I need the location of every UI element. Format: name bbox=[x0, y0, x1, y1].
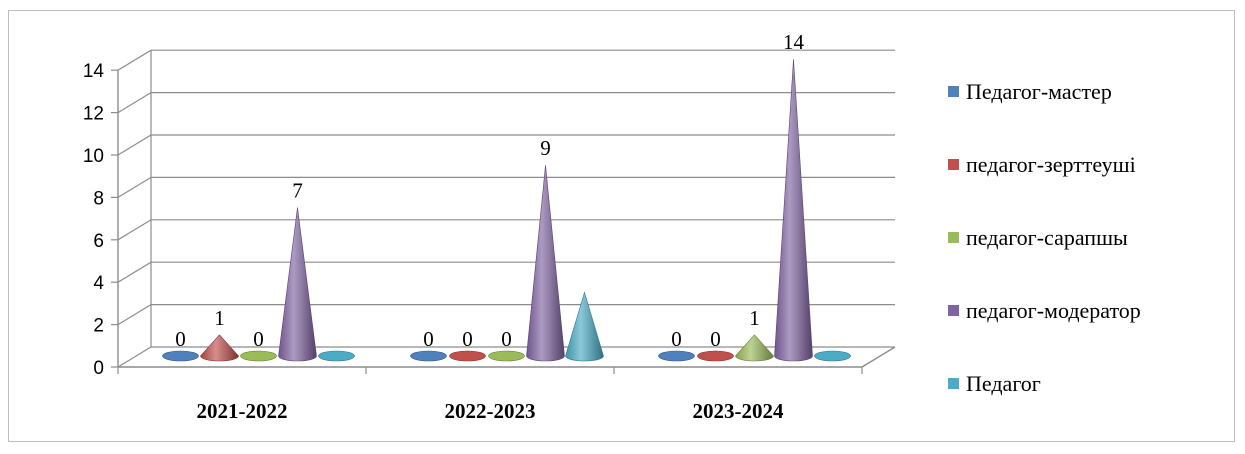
cone-1-cat-3 bbox=[658, 350, 695, 362]
gridline bbox=[117, 176, 895, 198]
category-label: 2023-2024 bbox=[693, 399, 784, 423]
gridline bbox=[117, 49, 895, 71]
legend-label: Педагог bbox=[966, 371, 1041, 396]
y-tick-label: 2 bbox=[93, 316, 104, 337]
cones bbox=[162, 59, 851, 362]
data-label: 0 bbox=[253, 327, 264, 351]
data-label: 9 bbox=[540, 136, 551, 160]
cone-2-cat-3 bbox=[697, 350, 734, 362]
legend-label: педагог-сарапшы bbox=[966, 225, 1128, 250]
data-label: 0 bbox=[462, 327, 473, 351]
y-tick-label: 8 bbox=[93, 188, 104, 209]
legend-item: педагог-сарапшы bbox=[948, 225, 1128, 250]
data-label: 14 bbox=[783, 30, 805, 54]
cone-4-cat-2 bbox=[526, 165, 565, 362]
axes bbox=[111, 50, 896, 374]
cone-3-cat-3 bbox=[735, 334, 774, 362]
legend-swatch bbox=[948, 232, 959, 243]
category-label: 2022-2023 bbox=[445, 399, 536, 423]
legend-item: Педагог-мастер bbox=[948, 79, 1112, 104]
y-tick-label: 10 bbox=[83, 146, 104, 167]
legend-item: педагог-зерттеуші bbox=[948, 152, 1136, 177]
cone-1-cat-1 bbox=[162, 350, 199, 362]
legend-swatch bbox=[948, 378, 959, 389]
data-label: 0 bbox=[671, 327, 682, 351]
legend-swatch bbox=[948, 159, 959, 170]
cone-3-cat-2 bbox=[488, 350, 525, 362]
legend-label: педагог-зерттеуші bbox=[966, 152, 1136, 177]
data-label: 0 bbox=[175, 327, 186, 351]
legend-swatch bbox=[948, 305, 959, 316]
legend-item: педагог-модератор bbox=[948, 298, 1141, 323]
cone-4-cat-3 bbox=[774, 59, 813, 362]
gridline bbox=[117, 261, 895, 283]
legend-label: Педагог-мастер bbox=[966, 79, 1112, 104]
legend-label: педагог-модератор bbox=[966, 298, 1141, 323]
y-tick-label: 14 bbox=[83, 61, 105, 82]
data-label: 0 bbox=[501, 327, 512, 351]
cone-5-cat-1 bbox=[318, 350, 355, 362]
legend-item: Педагог bbox=[948, 371, 1041, 396]
y-tick-label: 0 bbox=[93, 358, 104, 379]
y-axis-ticks: 0 2 4 6 8 10 12 14 bbox=[83, 61, 105, 379]
y-tick-label: 12 bbox=[83, 104, 104, 125]
cone-5-cat-2 bbox=[565, 291, 604, 362]
cone-2-cat-2 bbox=[449, 350, 486, 362]
data-label: 1 bbox=[749, 306, 760, 330]
chart-frame bbox=[8, 10, 1235, 442]
data-label: 0 bbox=[423, 327, 434, 351]
cone-2-cat-1 bbox=[200, 334, 239, 362]
cone-5-cat-3 bbox=[814, 350, 851, 362]
data-labels: 0 1 0 7 0 0 0 9 0 0 1 14 bbox=[175, 30, 804, 351]
category-labels: 2021-2022 2022-2023 2023-2024 bbox=[197, 399, 784, 423]
data-label: 1 bbox=[214, 306, 225, 330]
y-tick-label: 4 bbox=[93, 273, 104, 294]
cone-1-cat-2 bbox=[410, 350, 447, 362]
cone-3-cat-1 bbox=[240, 350, 277, 362]
legend: Педагог-мастер педагог-зерттеуші педагог-с… bbox=[948, 79, 1141, 396]
gridline bbox=[117, 91, 895, 114]
gridline bbox=[117, 134, 895, 156]
legend-swatch bbox=[948, 86, 959, 97]
cone-4-cat-1 bbox=[278, 207, 317, 362]
y-tick-label: 6 bbox=[93, 231, 104, 252]
data-label: 0 bbox=[710, 327, 721, 351]
data-label: 7 bbox=[292, 179, 303, 203]
category-label: 2021-2022 bbox=[197, 399, 288, 423]
gridline bbox=[117, 219, 895, 241]
